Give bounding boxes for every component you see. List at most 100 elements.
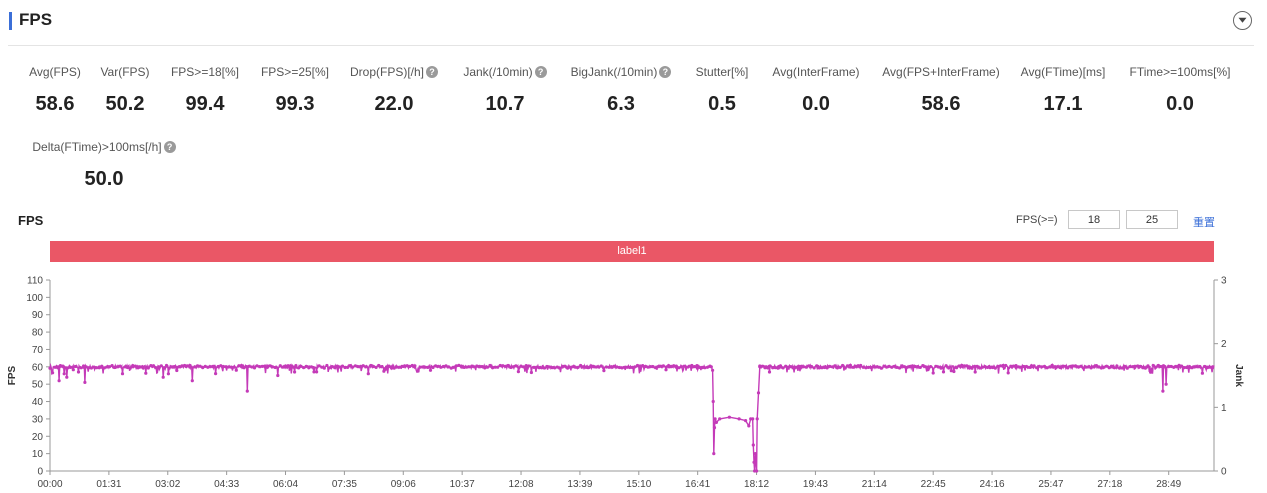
fps-point — [1068, 364, 1072, 368]
y-tick-label: 0 — [37, 467, 43, 478]
fps-point — [53, 365, 57, 369]
fps-point — [703, 366, 707, 370]
metric-card: Avg(InterFrame) 0.0 — [736, 63, 896, 116]
fps-point — [646, 365, 650, 369]
x-tick-label: 09:06 — [391, 479, 416, 490]
fps-point — [944, 364, 948, 368]
fps-point — [379, 365, 383, 369]
help-icon[interactable]: ? — [534, 66, 547, 78]
fps-point — [265, 365, 269, 369]
help-icon[interactable]: ? — [659, 66, 672, 78]
fps-point — [809, 364, 814, 369]
fps-point — [1195, 365, 1199, 369]
fps-point — [643, 364, 647, 369]
fps-point — [674, 364, 678, 368]
fps-point — [1146, 364, 1150, 368]
reset-button[interactable]: 重置 — [1193, 217, 1215, 229]
fps-point — [1063, 364, 1067, 368]
fps-point — [910, 364, 915, 368]
fps-point — [661, 364, 666, 368]
fps-point — [934, 364, 938, 368]
fps-point — [107, 365, 112, 369]
fps-point — [87, 366, 91, 370]
fps-point — [198, 364, 202, 368]
fps-point — [923, 365, 928, 369]
fps-point — [151, 364, 156, 368]
help-icon[interactable]: ? — [163, 141, 176, 153]
fps-point — [1014, 364, 1018, 368]
label-bar[interactable]: label1 — [50, 241, 1214, 262]
y-tick-label: 30 — [32, 414, 44, 425]
fps-point — [778, 364, 783, 368]
fps-point — [335, 364, 339, 368]
fps-chart[interactable]: 0 10 20 30 40 50 60 70 80 90 100 110 0 1 2 3 FPS Jank 00:0… — [0, 268, 1267, 493]
fps-point — [807, 364, 811, 368]
fps-point — [1107, 366, 1111, 370]
fps-point — [501, 364, 505, 368]
fps-point — [224, 365, 228, 369]
fps-point — [789, 365, 793, 369]
fps-point — [835, 366, 840, 370]
fps-point — [514, 364, 518, 368]
fps-point — [727, 415, 732, 419]
fps-point — [1136, 364, 1140, 368]
fps-point — [747, 424, 751, 428]
fps-point — [133, 364, 137, 368]
fps-point — [377, 363, 381, 368]
fps-point — [410, 363, 414, 368]
fps-threshold-low-input[interactable] — [1068, 210, 1120, 229]
fps-point — [141, 366, 145, 370]
fps-point — [633, 365, 637, 369]
fps-point — [651, 365, 655, 369]
fps-point — [1164, 382, 1168, 386]
y-tick-label: 40 — [32, 397, 44, 408]
fps-point — [66, 366, 70, 370]
collapse-button[interactable] — [1233, 11, 1252, 30]
help-icon[interactable]: ? — [426, 66, 438, 78]
metric-value: 10.7 — [485, 93, 525, 115]
x-tick-label: 21:14 — [862, 479, 887, 490]
fps-point — [817, 366, 821, 370]
fps-point — [382, 369, 386, 373]
fps-point — [566, 366, 570, 370]
fps-point — [83, 380, 87, 384]
fps-threshold-high-input[interactable] — [1126, 210, 1178, 229]
fps-point — [384, 365, 389, 369]
fps-point — [1161, 364, 1166, 368]
fps-point — [897, 366, 902, 370]
fps-point — [493, 365, 497, 369]
x-tick-label: 24:16 — [980, 479, 1005, 490]
fps-point — [1105, 364, 1109, 368]
fps-point — [260, 364, 264, 368]
fps-point — [405, 364, 409, 368]
fps-point — [188, 363, 192, 368]
fps-point — [428, 368, 433, 372]
fps-point — [519, 364, 523, 368]
y2-tick-label: 3 — [1221, 276, 1227, 287]
fps-point — [695, 364, 699, 368]
fps-point — [584, 365, 588, 369]
fps-point — [869, 365, 873, 370]
fps-point — [195, 364, 200, 368]
metric-value: 99.3 — [275, 93, 315, 115]
fps-point — [630, 365, 634, 369]
fps-point — [1203, 364, 1207, 369]
fps-series-line — [49, 362, 1215, 472]
fps-point — [431, 365, 435, 370]
fps-point — [397, 365, 401, 369]
section-accent-bar — [9, 12, 12, 30]
metric-value: 50.2 — [105, 93, 145, 115]
fps-point — [170, 365, 174, 369]
x-tick-label: 07:35 — [332, 479, 357, 490]
fps-point — [245, 365, 249, 369]
fps-point — [685, 365, 689, 369]
fps-point — [245, 389, 249, 393]
fps-point — [705, 365, 710, 369]
fps-point — [916, 365, 920, 369]
fps-point — [258, 365, 262, 369]
y-tick-label: 20 — [32, 432, 44, 443]
fps-point — [822, 365, 827, 370]
fps-point — [690, 363, 694, 368]
fps-point — [485, 365, 489, 369]
fps-point — [478, 364, 482, 368]
